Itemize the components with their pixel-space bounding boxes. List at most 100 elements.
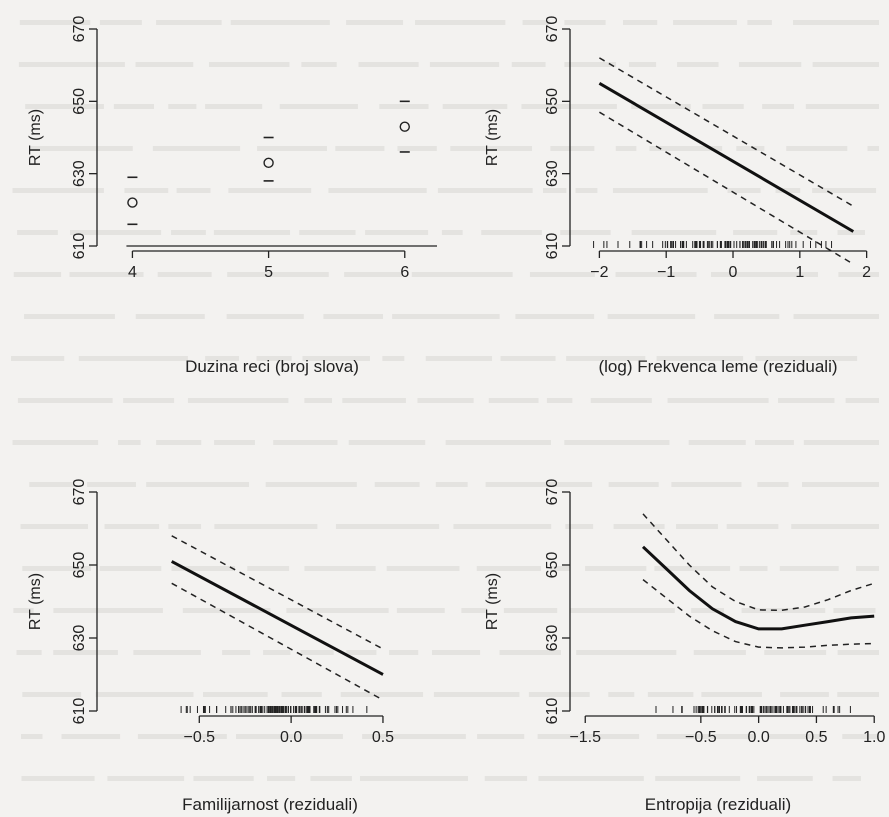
bleed-stroke	[182, 608, 271, 613]
bleed-stroke	[445, 440, 551, 445]
bleed-stroke	[176, 188, 211, 193]
bleed-stroke	[576, 650, 677, 655]
bleed-stroke	[205, 356, 240, 361]
bleed-stroke	[845, 398, 879, 403]
bleed-stroke	[450, 146, 533, 151]
ci-lower-line	[171, 582, 384, 701]
y-tick-label: 610	[544, 233, 561, 260]
bleed-stroke	[546, 398, 573, 403]
bleed-stroke	[411, 272, 513, 277]
bleed-stroke	[187, 398, 289, 403]
bleed-stroke	[13, 608, 34, 613]
ci-upper-line	[599, 57, 854, 207]
bleed-stroke	[560, 230, 611, 235]
bleed-stroke	[488, 398, 539, 403]
bleed-stroke	[24, 314, 115, 319]
bleed-stroke	[607, 314, 696, 319]
bleed-stroke	[17, 230, 58, 235]
bleed-stroke	[528, 692, 590, 697]
bleed-stroke	[453, 524, 552, 529]
bleed-stroke	[226, 314, 304, 319]
x-tick-label: −1.5	[569, 729, 601, 746]
bleed-stroke	[429, 62, 500, 67]
bleed-stroke	[392, 314, 500, 319]
bleed-stroke	[654, 566, 731, 571]
bleed-stroke	[348, 440, 426, 445]
y-tick-label: 670	[71, 16, 88, 43]
bleed-stroke	[590, 398, 652, 403]
bleed-stroke	[726, 524, 779, 529]
bleed-stroke	[779, 566, 839, 571]
bleed-stroke	[677, 62, 719, 67]
x-tick-label: 6	[400, 264, 409, 281]
bleed-stroke	[521, 104, 617, 109]
bleed-stroke	[522, 20, 550, 25]
bleed-stroke	[107, 776, 185, 781]
bleed-stroke	[22, 692, 82, 697]
bleed-stroke	[118, 440, 141, 445]
bleed-stroke	[575, 188, 598, 193]
bleed-stroke	[213, 230, 291, 235]
bleed-stroke	[20, 734, 43, 739]
bleed-stroke	[768, 734, 824, 739]
bleed-stroke	[328, 188, 427, 193]
y-tick-label: 630	[544, 160, 561, 187]
bleed-stroke	[323, 314, 384, 319]
bleed-stroke	[793, 314, 879, 319]
bleed-stroke	[622, 20, 658, 25]
fit-line	[170, 560, 384, 676]
y-tick-label: 650	[71, 88, 88, 115]
bleed-stroke	[87, 482, 136, 487]
bleed-stroke	[344, 272, 403, 277]
bleed-stroke	[537, 734, 640, 739]
bleed-stroke	[171, 566, 235, 571]
x-tick-label: 2	[862, 264, 871, 281]
x-axis-label: Familijarnost (reziduali)	[182, 795, 358, 814]
x-tick-label: 0	[729, 264, 738, 281]
x-tick-label: 4	[128, 264, 137, 281]
bleed-stroke	[437, 188, 533, 193]
bleed-stroke	[529, 272, 595, 277]
bleed-stroke	[78, 356, 188, 361]
bleed-stroke	[485, 482, 593, 487]
bleed-stroke	[812, 188, 877, 193]
bleed-stroke	[340, 692, 424, 697]
y-tick-label: 630	[71, 160, 88, 187]
bleed-stroke	[168, 524, 202, 529]
bleed-stroke	[503, 608, 558, 613]
y-tick-label: 610	[71, 698, 88, 725]
bleed-stroke	[550, 566, 571, 571]
bleed-stroke	[656, 356, 744, 361]
bleed-stroke	[481, 230, 542, 235]
bleed-stroke	[832, 776, 861, 781]
x-axis-label: Duzina reci (broj slova)	[185, 357, 359, 376]
bleed-stroke	[265, 482, 357, 487]
y-tick-label: 630	[71, 625, 88, 652]
x-tick-label: −2	[590, 264, 608, 281]
bleed-stroke	[279, 104, 358, 109]
bleed-stroke	[564, 440, 670, 445]
bleed-stroke	[61, 734, 121, 739]
bleed-stroke	[267, 776, 296, 781]
bleed-stroke	[733, 230, 778, 235]
bleed-stroke	[365, 230, 429, 235]
bleed-stroke	[362, 734, 466, 739]
y-axis-label: RT (ms)	[484, 109, 501, 166]
y-tick-label: 670	[544, 479, 561, 506]
bleed-stroke	[17, 398, 113, 403]
bleed-stroke	[205, 104, 263, 109]
bleed-stroke	[802, 482, 879, 487]
bleed-stroke	[736, 146, 765, 151]
x-tick-label: 0.5	[805, 729, 827, 746]
bleed-stroke	[585, 566, 647, 571]
bleed-stroke	[714, 314, 780, 319]
bleed-stroke	[655, 776, 741, 781]
bleed-stroke	[335, 524, 440, 529]
y-axis-label: RT (ms)	[27, 573, 44, 630]
bleed-stroke	[550, 146, 595, 151]
bleed-stroke	[222, 650, 251, 655]
bleed-stroke	[396, 608, 445, 613]
y-tick-label: 630	[544, 625, 561, 652]
bleed-stroke	[20, 524, 88, 529]
